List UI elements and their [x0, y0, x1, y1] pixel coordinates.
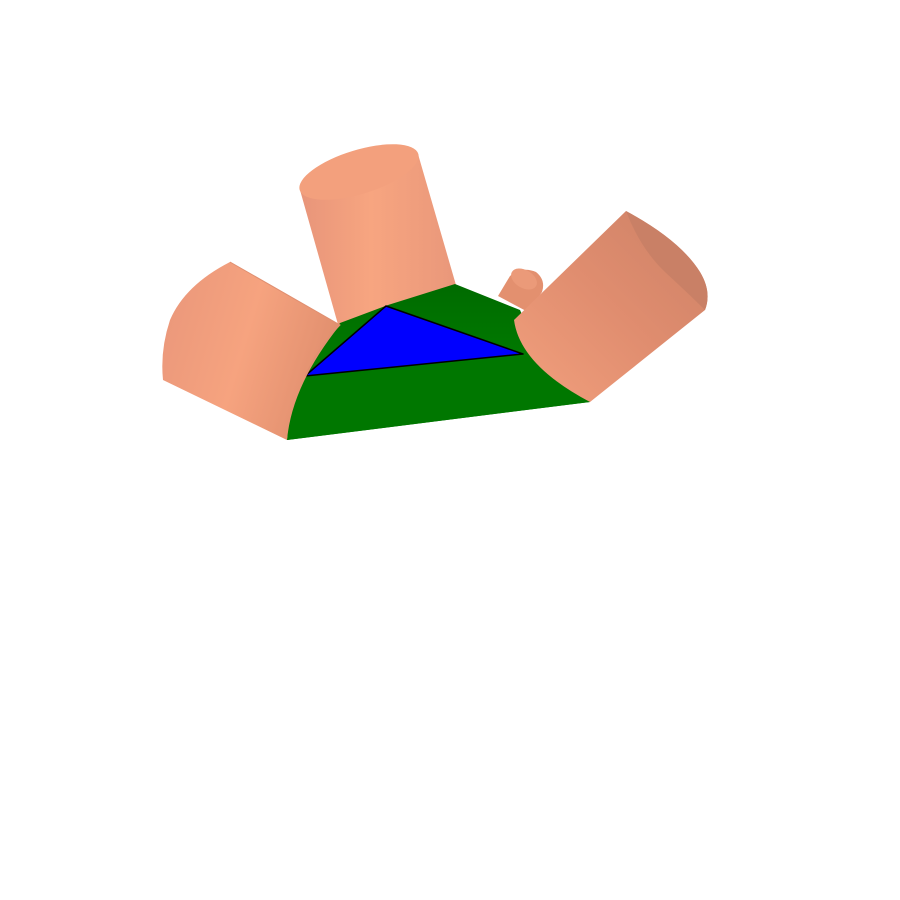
right-tube: [514, 211, 708, 402]
left-tube: [162, 261, 341, 440]
back-tube: [299, 144, 458, 328]
blue-triangle-face: [304, 305, 524, 377]
rear-stub-tube: [498, 268, 544, 312]
